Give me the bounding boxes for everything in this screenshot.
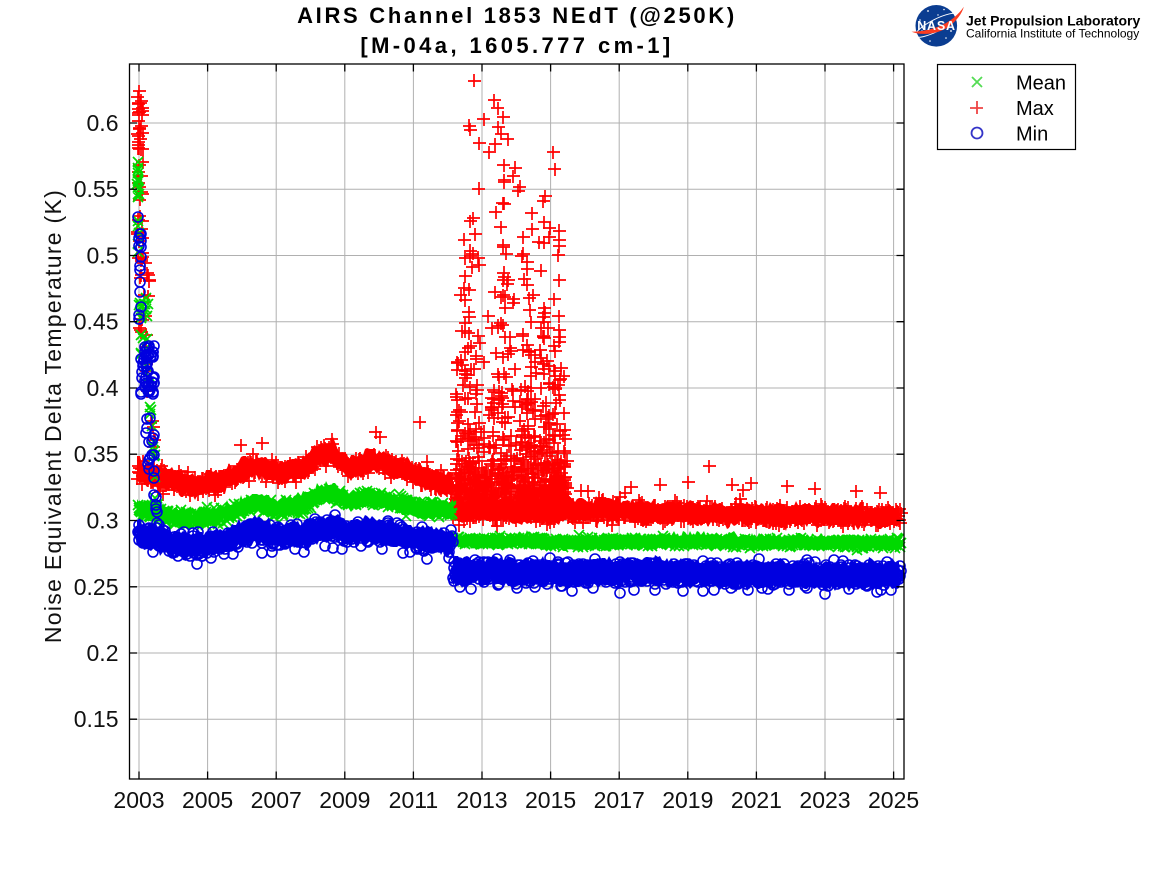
svg-text:0.45: 0.45 <box>74 309 119 335</box>
svg-text:2017: 2017 <box>594 787 645 813</box>
svg-text:Noise Equivalent Delta Tempera: Noise Equivalent Delta Temperature (K) <box>40 189 66 643</box>
svg-text:2003: 2003 <box>113 787 164 813</box>
svg-text:Mean: Mean <box>1016 73 1066 95</box>
svg-text:0.6: 0.6 <box>87 110 119 136</box>
svg-text:0.35: 0.35 <box>74 441 119 467</box>
svg-text:2019: 2019 <box>662 787 713 813</box>
svg-text:2005: 2005 <box>182 787 233 813</box>
svg-text:2013: 2013 <box>456 787 507 813</box>
svg-text:0.2: 0.2 <box>87 640 119 666</box>
svg-text:NASA: NASA <box>917 19 956 33</box>
svg-text:0.3: 0.3 <box>87 508 119 534</box>
svg-text:2015: 2015 <box>525 787 576 813</box>
svg-text:0.5: 0.5 <box>87 243 119 269</box>
svg-text:Min: Min <box>1016 124 1048 146</box>
svg-text:2025: 2025 <box>868 787 919 813</box>
svg-text:California Institute of Techno: California Institute of Technology <box>966 27 1139 41</box>
svg-text:2023: 2023 <box>799 787 850 813</box>
svg-text:2009: 2009 <box>319 787 370 813</box>
svg-text:0.55: 0.55 <box>74 176 119 202</box>
svg-text:0.25: 0.25 <box>74 574 119 600</box>
svg-text:2011: 2011 <box>389 787 438 813</box>
svg-text:Jet Propulsion Laboratory: Jet Propulsion Laboratory <box>966 13 1140 29</box>
svg-text:0.15: 0.15 <box>74 706 119 732</box>
svg-text:0.4: 0.4 <box>87 375 119 401</box>
svg-text:[M-04a, 1605.777 cm-1]: [M-04a, 1605.777 cm-1] <box>360 33 673 58</box>
svg-text:2021: 2021 <box>731 787 782 813</box>
svg-text:Max: Max <box>1016 98 1054 120</box>
svg-text:AIRS Channel 1853 NEdT (@250K): AIRS Channel 1853 NEdT (@250K) <box>297 3 737 28</box>
svg-text:2007: 2007 <box>251 787 302 813</box>
